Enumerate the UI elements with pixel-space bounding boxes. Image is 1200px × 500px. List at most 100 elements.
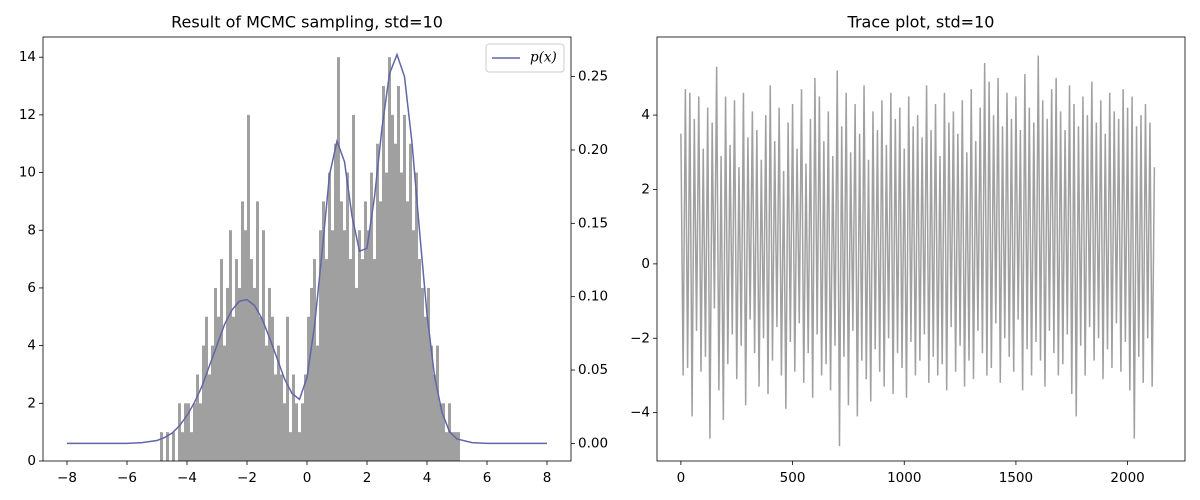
y-tick-label: 2 <box>27 395 36 411</box>
chart-title: Trace plot, std=10 <box>847 13 995 32</box>
histogram-bar <box>283 403 286 461</box>
histogram-bar <box>256 201 259 462</box>
y2-tick-label: 0.15 <box>578 215 608 231</box>
histogram-bar <box>445 432 448 461</box>
histogram-bar <box>388 57 391 461</box>
histogram-bar <box>298 432 301 461</box>
x-tick-label: −4 <box>177 470 197 486</box>
histogram-bar <box>406 201 409 462</box>
histogram-bar <box>292 374 295 461</box>
histogram-bar <box>364 201 367 462</box>
histogram-bar <box>370 172 373 461</box>
histogram-bar <box>424 316 427 461</box>
histogram-bar <box>214 287 217 461</box>
histogram-bar <box>442 403 445 461</box>
histogram-bar <box>331 230 334 461</box>
histogram-bar <box>241 201 244 462</box>
x-tick-label: 2000 <box>1110 470 1144 486</box>
histogram-bar <box>409 143 412 462</box>
histogram-bar <box>286 316 289 461</box>
y-tick-label: 0 <box>27 453 36 469</box>
histogram-bar <box>184 403 187 461</box>
histogram-bar <box>244 230 247 461</box>
histogram-bar <box>178 403 181 461</box>
histogram-bar <box>211 345 214 461</box>
histogram-bar <box>226 287 229 461</box>
legend-label: p(x) <box>530 50 557 66</box>
histogram-bar <box>346 172 349 461</box>
histogram-bar <box>367 230 370 461</box>
histogram-bar <box>427 287 430 461</box>
x-tick-label: −2 <box>237 470 257 486</box>
histogram-bar <box>391 114 394 461</box>
histogram-bar <box>349 259 352 461</box>
histogram-bar <box>172 432 175 461</box>
y2-tick-label: 0.20 <box>578 142 608 158</box>
histogram-bar <box>385 172 388 461</box>
histogram-bar <box>193 403 196 461</box>
y-tick-label: 2 <box>641 181 650 197</box>
histogram-bar <box>274 374 277 461</box>
y-tick-label: 0 <box>641 256 650 272</box>
histogram-bar <box>358 230 361 461</box>
histogram-bar <box>394 143 397 462</box>
histogram-bar <box>457 432 460 461</box>
histogram-bar <box>325 259 328 461</box>
histogram-bar <box>223 345 226 461</box>
histogram-bar <box>430 345 433 461</box>
histogram-bar <box>250 259 253 461</box>
histogram-bar <box>433 374 436 461</box>
histogram-bar <box>238 287 241 461</box>
histogram-bar <box>451 432 454 461</box>
histogram-bar <box>418 259 421 461</box>
histogram-bar <box>235 259 238 461</box>
histogram-bar <box>343 230 346 461</box>
y-tick-label: 8 <box>27 222 36 238</box>
y-tick-label: 14 <box>19 49 36 65</box>
x-tick-label: 8 <box>543 470 552 486</box>
y-tick-label: 4 <box>27 338 36 354</box>
x-tick-label: 6 <box>483 470 492 486</box>
histogram-bar <box>280 374 283 461</box>
histogram-bar <box>259 316 262 461</box>
x-tick-label: 1500 <box>999 470 1033 486</box>
y2-tick-label: 0.25 <box>578 69 608 85</box>
x-tick-label: 0 <box>677 470 686 486</box>
histogram-bar <box>439 403 442 461</box>
histogram-bar <box>265 345 268 461</box>
histogram-bar <box>301 403 304 461</box>
histogram-bar <box>322 201 325 462</box>
histogram-bar <box>403 114 406 461</box>
histogram-bar <box>376 143 379 462</box>
histogram-bar <box>196 374 199 461</box>
y-tick-label: 12 <box>19 107 36 123</box>
histogram-bar <box>202 345 205 461</box>
trace-line <box>680 55 1156 447</box>
histogram-bar <box>160 432 163 461</box>
density-line <box>67 52 547 445</box>
histogram-bar <box>217 316 220 461</box>
histogram-bar <box>340 201 343 462</box>
legend-box <box>485 43 565 73</box>
histogram-bar <box>415 172 418 461</box>
histogram-bar <box>328 172 331 461</box>
histogram-bar <box>352 114 355 461</box>
histogram-bar <box>337 57 340 461</box>
x-tick-label: 500 <box>780 470 806 486</box>
histogram-bar <box>379 201 382 462</box>
histogram-bar <box>334 143 337 462</box>
histogram-bar <box>421 287 424 461</box>
x-tick-label: 0 <box>303 470 312 486</box>
x-tick-label: 4 <box>423 470 432 486</box>
histogram-bar <box>181 432 184 461</box>
histogram-bar <box>277 345 280 461</box>
histogram-bar <box>355 287 358 461</box>
histogram-bar <box>253 287 256 461</box>
histogram-bar <box>190 432 193 461</box>
histogram-bar <box>166 432 169 461</box>
histogram-bar <box>229 230 232 461</box>
histogram-bar <box>397 86 400 462</box>
histogram-bar <box>382 86 385 462</box>
histogram-bar <box>247 114 250 461</box>
